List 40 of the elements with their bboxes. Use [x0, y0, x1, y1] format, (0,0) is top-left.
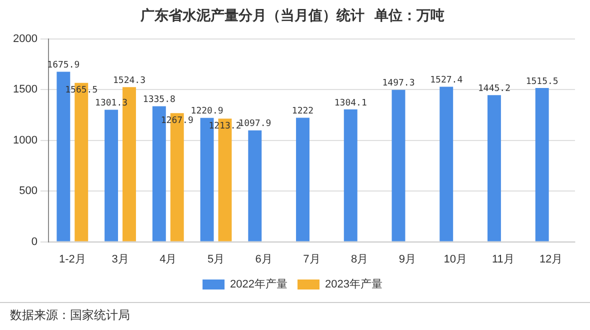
x-tick-label: 7月 [303, 253, 320, 266]
data-label: 1515.5 [526, 76, 558, 87]
x-tick-label: 8月 [351, 253, 368, 266]
y-tick-label: 2000 [12, 32, 38, 45]
bar [104, 110, 118, 242]
x-tick-label: 6月 [255, 253, 272, 266]
x-tick-label: 5月 [207, 253, 225, 266]
source-note: 数据来源：国家统计局 [10, 308, 130, 322]
data-label: 1213.2 [208, 122, 242, 132]
x-tick-label: 10月 [444, 253, 467, 266]
legend-label: 2022年产量 [230, 278, 288, 291]
bar [440, 86, 454, 242]
bar [392, 90, 406, 242]
data-label: 1497.3 [382, 78, 415, 89]
y-tick-label: 1000 [12, 134, 38, 146]
bar [535, 88, 549, 242]
x-tick-label: 1-2月 [58, 253, 86, 266]
data-label: 1335.8 [142, 95, 176, 106]
x-tick-label: 9月 [398, 253, 416, 266]
bar [296, 118, 310, 242]
x-tick-label: 3月 [112, 253, 129, 266]
bar [248, 130, 262, 242]
data-label: 1445.2 [478, 84, 510, 94]
chart-title: 广东省水泥产量分月（当月值）统计 单位：万吨 [140, 7, 444, 24]
data-label: 1527.4 [430, 76, 463, 86]
bar [344, 109, 358, 242]
data-label: 1267.9 [160, 116, 194, 126]
data-label: 1304.1 [334, 98, 367, 108]
x-tick-label: 11月 [492, 253, 514, 266]
y-tick-label: 500 [19, 185, 38, 198]
data-label: 1524.3 [112, 76, 146, 86]
y-tick-label: 1500 [12, 84, 38, 96]
x-tick-label: 12月 [539, 253, 563, 266]
data-label: 1220.9 [190, 106, 224, 117]
data-label: 1565.5 [65, 86, 98, 96]
legend-label: 2023年产量 [325, 278, 382, 291]
bar [487, 95, 501, 242]
x-tick-label: 4月 [160, 253, 177, 266]
data-label: 1222 [292, 106, 314, 117]
y-tick-label: 0 [31, 236, 38, 248]
